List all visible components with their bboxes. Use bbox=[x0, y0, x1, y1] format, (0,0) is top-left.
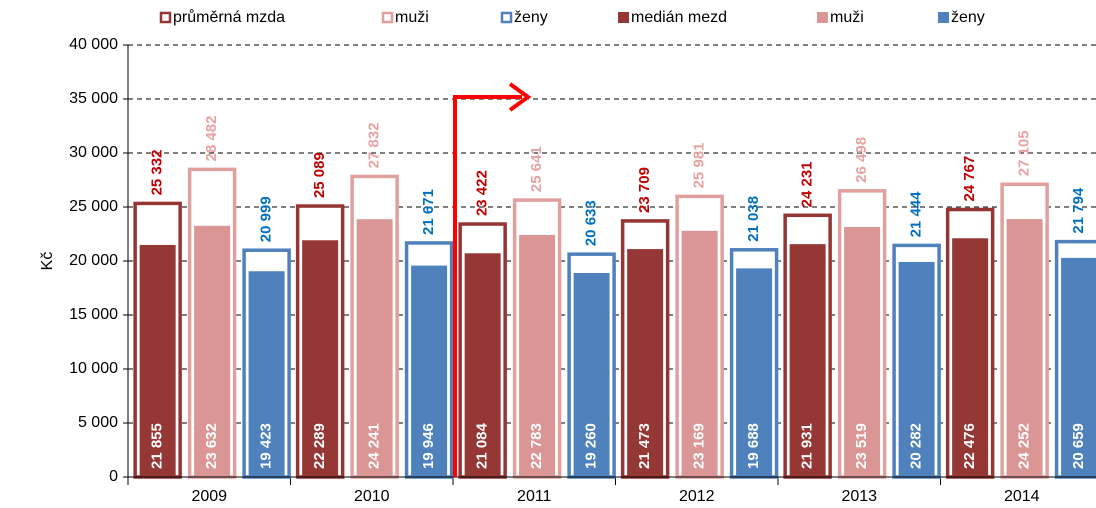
data-label: 23 709 bbox=[636, 167, 653, 213]
x-tick-label: 2013 bbox=[841, 488, 877, 505]
y-tick-label: 25 000 bbox=[69, 198, 118, 215]
x-tick-label: 2012 bbox=[679, 488, 715, 505]
data-label: 25 981 bbox=[691, 143, 708, 189]
data-label: 21 794 bbox=[1070, 187, 1087, 234]
legend-label: ženy bbox=[514, 9, 548, 26]
bar bbox=[411, 265, 448, 477]
legend-item: ženy bbox=[938, 9, 985, 26]
data-label: 23 422 bbox=[474, 170, 491, 216]
y-tick-label: 15 000 bbox=[69, 306, 118, 323]
data-label: 20 999 bbox=[258, 196, 275, 242]
data-label: 23 169 bbox=[691, 423, 708, 469]
y-tick-label: 35 000 bbox=[69, 90, 118, 107]
bar bbox=[627, 249, 664, 477]
data-label: 25 641 bbox=[528, 146, 545, 192]
y-axis-label: Kč bbox=[39, 252, 56, 271]
data-label: 21 855 bbox=[149, 423, 166, 469]
bar bbox=[464, 253, 501, 477]
data-label: 20 633 bbox=[583, 200, 600, 246]
data-label: 19 423 bbox=[258, 423, 275, 469]
legend-swatch bbox=[159, 11, 172, 24]
bar bbox=[898, 261, 935, 477]
legend-item: muži bbox=[817, 9, 864, 26]
data-label: 21 473 bbox=[636, 423, 653, 469]
legend-label: ženy bbox=[951, 9, 985, 26]
data-label: 24 767 bbox=[961, 156, 978, 202]
data-label: 26 498 bbox=[853, 137, 870, 183]
legend-item: ženy bbox=[500, 9, 548, 26]
data-label: 23 632 bbox=[203, 423, 220, 469]
data-label: 23 519 bbox=[853, 423, 870, 469]
legend-swatch bbox=[500, 11, 513, 24]
data-label: 21 444 bbox=[908, 191, 925, 238]
plot-area: 0 5 000 10 000 15 000 20 000 25 000 30 000 35 0… bbox=[69, 36, 1096, 505]
data-label: 19 946 bbox=[420, 423, 437, 469]
bar bbox=[139, 244, 176, 477]
data-label: 24 241 bbox=[366, 423, 383, 469]
x-tick-label: 2009 bbox=[191, 488, 227, 505]
data-label: 24 252 bbox=[1016, 423, 1033, 469]
data-label: 19 688 bbox=[745, 423, 762, 469]
bar bbox=[844, 226, 881, 477]
data-label: 25 089 bbox=[311, 152, 328, 198]
bar bbox=[1006, 219, 1043, 477]
data-label: 21 671 bbox=[420, 189, 437, 235]
data-label: 22 289 bbox=[311, 423, 328, 469]
data-label: 25 332 bbox=[149, 150, 166, 196]
x-tick-label: 2011 bbox=[517, 488, 552, 505]
data-label: 22 783 bbox=[528, 423, 545, 469]
data-label: 19 260 bbox=[583, 423, 600, 469]
data-label: 27 105 bbox=[1016, 130, 1033, 176]
bar bbox=[789, 244, 826, 477]
legend-swatch bbox=[817, 12, 828, 23]
data-label: 20 659 bbox=[1070, 423, 1087, 469]
data-label: 27 832 bbox=[366, 123, 383, 169]
legend-label: muži bbox=[395, 9, 429, 26]
bar bbox=[194, 225, 231, 477]
legend-label: muži bbox=[830, 9, 864, 26]
bar bbox=[681, 230, 718, 477]
data-label: 28 482 bbox=[203, 116, 220, 162]
bar bbox=[573, 272, 610, 477]
data-label: 21 038 bbox=[745, 196, 762, 242]
legend-label: medián mezd bbox=[631, 9, 727, 26]
y-tick-label: 20 000 bbox=[69, 252, 118, 269]
bar bbox=[952, 238, 989, 477]
y-tick-label: 5 000 bbox=[78, 414, 118, 431]
data-label: 24 231 bbox=[799, 161, 816, 207]
legend-swatch bbox=[618, 12, 629, 23]
bar bbox=[1061, 257, 1096, 477]
bar bbox=[356, 219, 393, 477]
data-label: 22 476 bbox=[961, 423, 978, 469]
y-tick-label: 0 bbox=[109, 468, 118, 485]
bar bbox=[248, 271, 285, 477]
bar bbox=[736, 268, 773, 477]
data-label: 20 282 bbox=[908, 423, 925, 469]
data-label: 21 931 bbox=[799, 423, 816, 469]
legend-label: průměrná mzda bbox=[173, 8, 285, 26]
legend-swatch bbox=[381, 11, 394, 24]
legend-item: medián mezd bbox=[618, 9, 727, 26]
y-tick-label: 30 000 bbox=[69, 144, 118, 161]
y-tick-label: 10 000 bbox=[69, 360, 118, 377]
data-label: 21 084 bbox=[474, 422, 491, 469]
bar bbox=[519, 234, 556, 477]
y-tick-label: 40 000 bbox=[69, 36, 118, 53]
legend-item: průměrná mzda bbox=[159, 8, 285, 26]
legend-item: muži bbox=[381, 9, 429, 26]
bar bbox=[302, 240, 339, 477]
legend-swatch bbox=[938, 12, 949, 23]
x-tick-label: 2010 bbox=[354, 488, 390, 505]
x-tick-label: 2014 bbox=[1004, 488, 1040, 505]
annotation-arrow bbox=[453, 82, 532, 477]
